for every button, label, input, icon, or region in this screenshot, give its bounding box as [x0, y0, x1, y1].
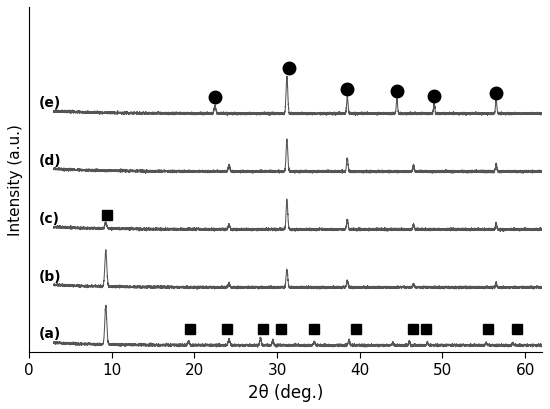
Text: (d): (d) — [39, 153, 62, 167]
Text: (a): (a) — [39, 327, 61, 341]
X-axis label: 2θ (deg.): 2θ (deg.) — [248, 383, 323, 401]
Text: (e): (e) — [39, 95, 61, 110]
Text: (b): (b) — [39, 269, 62, 283]
Y-axis label: Intensity (a.u.): Intensity (a.u.) — [8, 124, 23, 236]
Text: (c): (c) — [39, 211, 60, 225]
